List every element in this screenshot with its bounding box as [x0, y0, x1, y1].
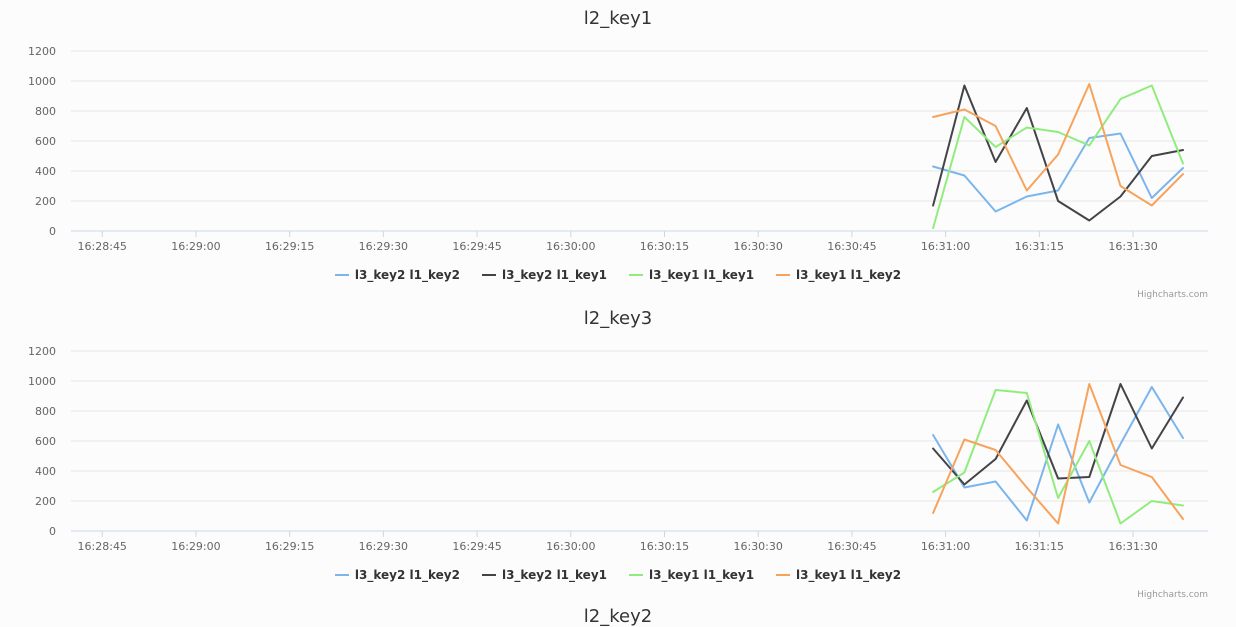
legend-line-icon	[776, 274, 791, 276]
y-tick-label: 1000	[28, 75, 56, 88]
x-tick-label: 16:28:45	[78, 240, 127, 253]
legend-item[interactable]: l3_key2 l1_key2	[334, 568, 460, 582]
y-tick-label: 0	[49, 225, 56, 238]
x-tick-label: 16:30:45	[827, 540, 876, 553]
y-tick-label: 0	[49, 525, 56, 538]
legend-item[interactable]: l3_key1 l1_key1	[629, 268, 754, 282]
x-tick-label: 16:30:00	[546, 240, 595, 253]
legend-line-icon	[334, 574, 349, 576]
x-tick-label: 16:29:30	[359, 240, 408, 253]
legend-item[interactable]: l3_key1 l1_key2	[776, 568, 901, 582]
series-line	[932, 383, 1184, 525]
series-line	[932, 386, 1184, 522]
y-tick-label: 1200	[28, 45, 56, 58]
series-line	[932, 383, 1184, 486]
legend-label: l3_key1 l1_key2	[796, 568, 902, 582]
x-tick-label: 16:29:15	[265, 240, 314, 253]
x-tick-label: 16:30:45	[827, 240, 876, 253]
legend-label: l3_key2 l1_key1	[501, 568, 607, 582]
series-line	[932, 132, 1184, 213]
x-tick-label: 16:29:30	[359, 540, 408, 553]
next-chart-title: l2_key2	[583, 606, 653, 627]
legend-line-icon	[481, 574, 496, 576]
series-line	[932, 84, 1184, 229]
legend-label: l3_key2 l1_key1	[501, 268, 607, 282]
y-tick-label: 200	[35, 195, 56, 208]
x-tick-label: 16:30:15	[640, 540, 689, 553]
chart-title: l2_key1	[583, 8, 653, 29]
y-tick-label: 800	[35, 405, 56, 418]
x-tick-label: 16:30:00	[546, 540, 595, 553]
legend-line-icon	[776, 574, 791, 576]
legend-item[interactable]: l3_key2 l1_key1	[481, 268, 607, 282]
series-line	[932, 389, 1184, 525]
x-tick-label: 16:31:00	[921, 240, 970, 253]
series-line	[932, 83, 1184, 207]
legend-label: l3_key2 l1_key2	[354, 568, 460, 582]
legend-label: l3_key1 l1_key1	[649, 568, 755, 582]
x-tick-label: 16:29:45	[452, 540, 501, 553]
y-tick-label: 1200	[28, 345, 56, 358]
series-line	[932, 84, 1184, 222]
x-tick-label: 16:29:00	[171, 540, 220, 553]
x-tick-label: 16:31:15	[1015, 240, 1064, 253]
chart-l2-key3: 0 200 400 600 800 1000 1200 16:28:45 16:29:00 16:…	[0, 300, 1236, 600]
x-tick-label: 16:30:30	[733, 240, 782, 253]
x-tick-label: 16:29:45	[452, 240, 501, 253]
y-tick-label: 400	[35, 465, 56, 478]
x-tick-label: 16:28:45	[78, 540, 127, 553]
y-tick-label: 600	[35, 135, 56, 148]
x-tick-label: 16:31:30	[1108, 240, 1157, 253]
legend-item[interactable]: l3_key1 l1_key2	[776, 268, 901, 282]
y-tick-label: 400	[35, 165, 56, 178]
x-tick-label: 16:29:00	[171, 240, 220, 253]
y-tick-label: 200	[35, 495, 56, 508]
credits-link[interactable]: Highcharts.com	[1137, 290, 1208, 300]
chart-plot: 0 200 400 600 800 1000 1200 16:28:45 16:29:00 16:…	[28, 45, 1208, 253]
legend-line-icon	[334, 274, 349, 276]
y-tick-label: 800	[35, 105, 56, 118]
legend-line-icon	[481, 274, 496, 276]
legend-item[interactable]: l3_key2 l1_key1	[481, 568, 607, 582]
legend-line-icon	[629, 274, 643, 276]
x-tick-label: 16:30:15	[640, 240, 689, 253]
y-tick-label: 1000	[28, 375, 56, 388]
x-tick-label: 16:31:00	[921, 540, 970, 553]
chart-legend: l3_key2 l1_key2 l3_key2 l1_key1 l3_key1 l1…	[0, 268, 1236, 282]
legend-label: l3_key2 l1_key2	[354, 268, 460, 282]
chart-legend: l3_key2 l1_key2 l3_key2 l1_key1 l3_key1 l1…	[0, 568, 1236, 582]
y-tick-label: 600	[35, 435, 56, 448]
chart-l2-key1: 0 200 400 600 800 1000 1200 16:28:45 16:29:00 16:…	[0, 0, 1236, 300]
legend-label: l3_key1 l1_key1	[649, 268, 755, 282]
chart-plot: 0 200 400 600 800 1000 1200 16:28:45 16:29:00 16:…	[28, 345, 1208, 553]
x-tick-label: 16:31:30	[1108, 540, 1157, 553]
x-tick-label: 16:29:15	[265, 540, 314, 553]
legend-item[interactable]: l3_key1 l1_key1	[629, 568, 754, 582]
legend-label: l3_key1 l1_key2	[796, 268, 902, 282]
x-tick-label: 16:30:30	[733, 540, 782, 553]
legend-line-icon	[629, 574, 643, 576]
credits-link[interactable]: Highcharts.com	[1137, 590, 1208, 600]
x-tick-label: 16:31:15	[1015, 540, 1064, 553]
legend-item[interactable]: l3_key2 l1_key2	[334, 268, 460, 282]
chart-title: l2_key3	[583, 308, 653, 329]
